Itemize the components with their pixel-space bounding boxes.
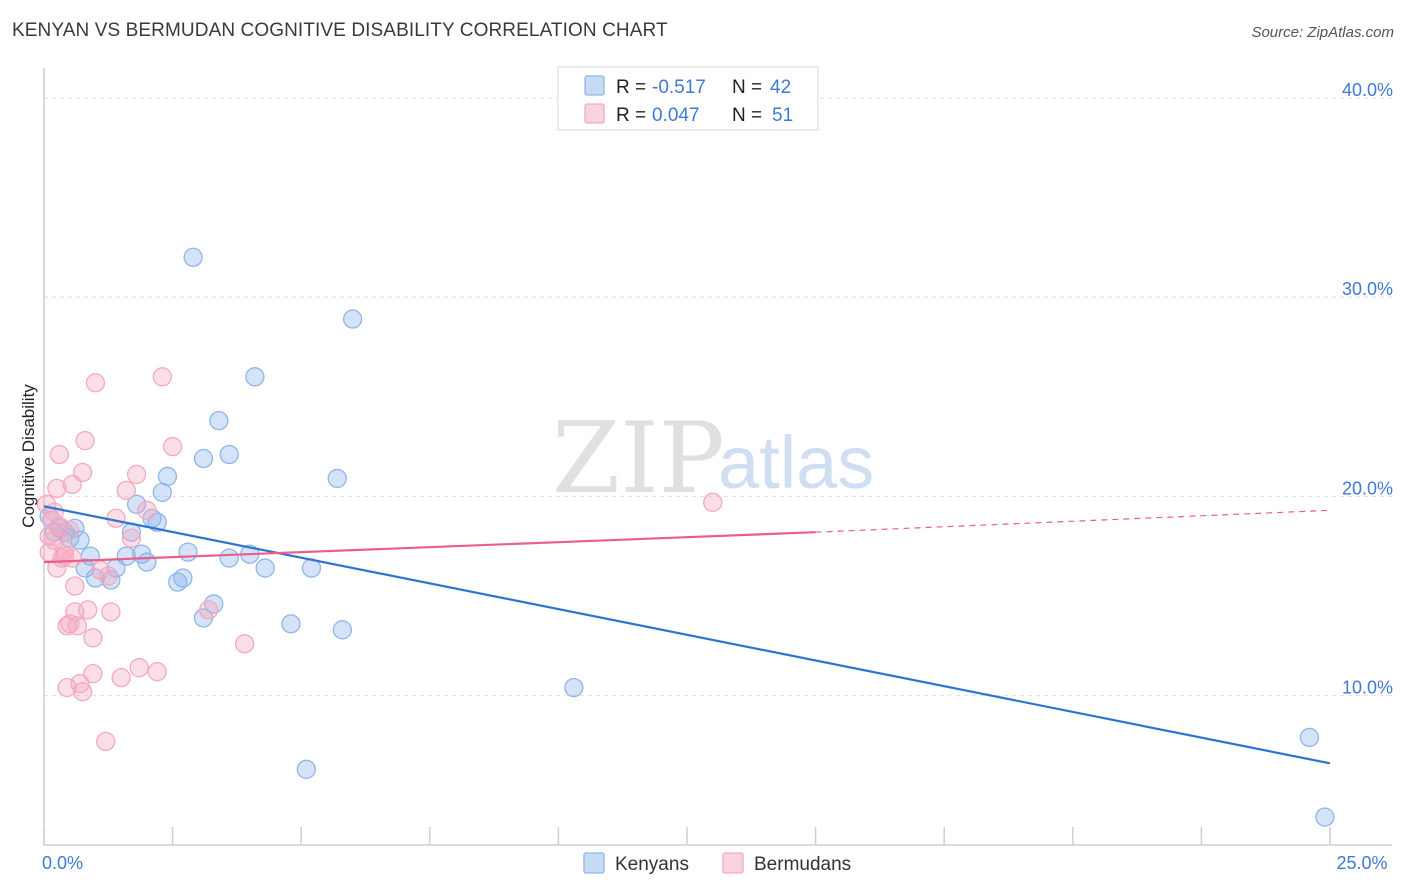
bermudans-point <box>152 367 172 387</box>
kenyans-point <box>152 482 172 503</box>
kenyans-point <box>204 594 224 614</box>
bermudans-point <box>137 500 157 520</box>
y-tick-label: 40.0% <box>1342 80 1393 100</box>
bermudans-point <box>101 602 121 622</box>
y-tick-label: 20.0% <box>1342 478 1393 498</box>
kenyans-point <box>157 466 178 487</box>
bermudans-point <box>162 436 183 457</box>
legend-swatch-bermudans <box>584 103 605 124</box>
series-legend-swatch-bermudans <box>722 852 744 874</box>
kenyans-point <box>219 548 239 568</box>
kenyans-point <box>281 614 301 634</box>
bermudans-point <box>67 616 88 636</box>
bermudans-point <box>54 540 75 560</box>
kenyans-point <box>137 552 157 572</box>
kenyans-point <box>1299 727 1320 748</box>
legend-r-label-kenyans: R = <box>616 77 646 98</box>
bermudans-point <box>75 430 95 451</box>
kenyans-point <box>126 494 147 514</box>
source-credit: Source: ZipAtlas.com <box>1251 24 1394 41</box>
bermudans-point <box>62 548 82 568</box>
legend-swatch-kenyans <box>584 75 605 96</box>
kenyans-trendline <box>43 505 1331 765</box>
kenyans-point <box>178 542 198 562</box>
kenyans-point <box>116 546 136 566</box>
x-tick-label: 25.0% <box>1336 853 1387 873</box>
legend-r-value-bermudans: 0.047 <box>652 105 700 126</box>
bermudans-point <box>47 558 67 578</box>
kenyans-point <box>193 448 214 469</box>
x-ticks <box>43 827 1331 845</box>
bermudans-trendline <box>43 531 816 564</box>
kenyans-point <box>219 444 239 465</box>
legend-n-label-bermudans: N = <box>732 105 762 126</box>
bermudans-point <box>96 731 116 752</box>
bermudans-point <box>126 464 147 485</box>
legend-n-value-kenyans: 42 <box>770 77 791 98</box>
bermudans-point <box>129 658 149 678</box>
legend-r-label-bermudans: R = <box>616 105 646 126</box>
kenyans-point <box>75 558 95 578</box>
y-tick-label: 10.0% <box>1342 678 1393 698</box>
axes <box>43 68 1392 846</box>
bermudans-point <box>83 628 103 648</box>
kenyans-point <box>209 410 229 431</box>
bermudans-point <box>116 480 136 501</box>
bermudans-point <box>198 600 219 620</box>
trendlines <box>43 505 1331 765</box>
series-legend: Kenyans Bermudans <box>583 852 851 875</box>
kenyans-point <box>173 568 193 588</box>
kenyans-point <box>564 677 584 698</box>
y-tick-label: 30.0% <box>1342 279 1393 299</box>
bermudans-point <box>85 373 106 393</box>
kenyans-point <box>332 620 353 640</box>
bermudans-point <box>234 634 255 654</box>
bermudans-point <box>90 560 111 580</box>
series-legend-label-bermudans: Bermudans <box>754 854 851 875</box>
bermudans-point <box>72 681 93 702</box>
bermudans-point <box>47 478 67 499</box>
bermudans-point <box>65 576 85 596</box>
chart-title: KENYAN VS BERMUDAN COGNITIVE DISABILITY … <box>12 20 668 41</box>
bermudans-point <box>57 616 77 636</box>
bermudans-trendline-extension <box>815 509 1331 533</box>
bermudans-point <box>98 566 118 586</box>
bermudans-point <box>703 492 723 512</box>
bermudans-point <box>49 516 70 536</box>
x-tick-labels: 0.0% 25.0% <box>42 853 1388 873</box>
bermudans-point <box>78 600 98 620</box>
gridlines <box>44 97 1392 697</box>
bermudans-point <box>111 667 131 688</box>
bermudans-point <box>147 662 167 682</box>
bermudans-point <box>121 528 142 548</box>
kenyans-point <box>70 530 90 550</box>
stats-legend: R = -0.517 N = 42 R = 0.047 N = 51 <box>557 66 819 131</box>
bermudans-point <box>83 664 103 684</box>
kenyans-point <box>245 367 265 387</box>
legend-n-value-bermudans: 51 <box>772 105 793 126</box>
bermudans-point <box>72 462 93 483</box>
legend-r-value-kenyans: -0.517 <box>652 77 706 98</box>
kenyans-point <box>1315 807 1335 827</box>
y-axis-title: Cognitive Disability <box>19 384 38 528</box>
kenyans-point <box>296 759 316 779</box>
bermudans-point <box>49 444 70 465</box>
bermudans-point <box>106 508 126 528</box>
series-bermudans-points <box>36 367 723 752</box>
kenyans-point <box>183 247 203 267</box>
x-tick-label: 0.0% <box>42 853 83 873</box>
kenyans-point <box>255 558 275 578</box>
bermudans-point <box>60 520 80 540</box>
series-legend-label-kenyans: Kenyans <box>615 854 689 875</box>
watermark-zip: ZIP <box>552 402 725 516</box>
watermark-atlas: atlas <box>718 421 874 504</box>
legend-n-label-kenyans: N = <box>732 77 762 98</box>
y-tick-labels: 10.0% 20.0% 30.0% 40.0% <box>1342 80 1393 698</box>
series-legend-swatch-kenyans <box>583 852 605 874</box>
kenyans-point <box>327 468 347 489</box>
kenyans-point <box>342 309 363 329</box>
